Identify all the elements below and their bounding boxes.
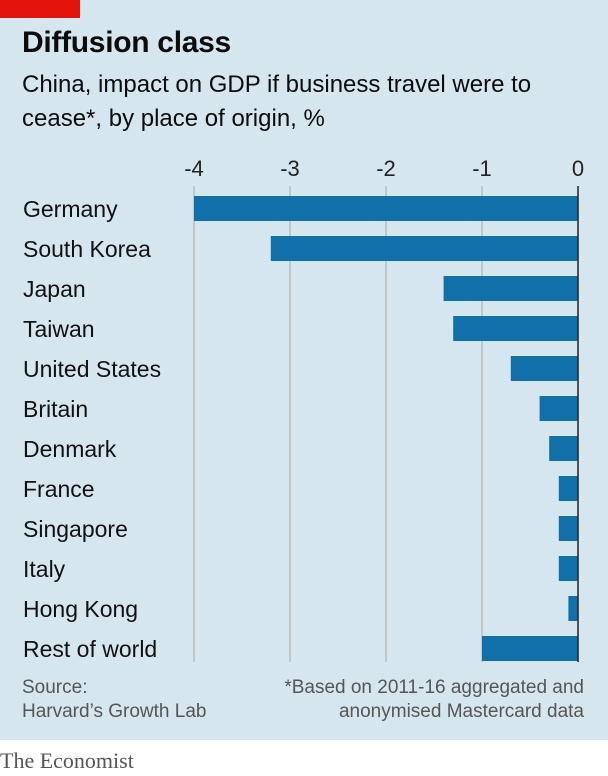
chart-card: Diffusion class China, impact on GDP if … — [0, 0, 608, 740]
footnote-line-2: anonymised Mastercard data — [338, 701, 584, 722]
category-label: Singapore — [23, 516, 128, 542]
x-tick-label: -3 — [280, 156, 300, 181]
category-label: Denmark — [23, 436, 117, 462]
category-label: United States — [23, 356, 161, 382]
bar — [558, 556, 578, 581]
footnote-line-1: *Based on 2011-16 aggregated and — [284, 677, 584, 698]
bar — [453, 316, 578, 341]
category-label: Britain — [23, 396, 88, 422]
source-label: Source: — [22, 677, 88, 698]
bar — [194, 196, 578, 221]
footnote: *Based on 2011-16 aggregated and anonymi… — [284, 676, 584, 724]
bar — [558, 516, 578, 541]
bar — [270, 236, 578, 261]
chart-subtitle: China, impact on GDP if business travel … — [22, 71, 532, 132]
chart-title: Diffusion class — [22, 26, 231, 59]
source-text: Harvard’s Growth Lab — [22, 701, 207, 722]
x-tick-label: -2 — [376, 156, 396, 181]
category-label: Rest of world — [23, 636, 157, 662]
category-label: Germany — [23, 196, 118, 222]
bar-chart: -4 -3 -2 -1 0 Germany South Korea Japan Taiwan Un… — [23, 156, 584, 662]
x-tick-label: -4 — [184, 156, 204, 181]
x-tick-label: 0 — [572, 156, 584, 181]
category-label: Japan — [23, 276, 86, 302]
category-label: South Korea — [23, 236, 151, 262]
bar — [558, 476, 578, 501]
bar — [549, 436, 578, 461]
brand-red-tag — [0, 0, 80, 18]
source-note: Source: Harvard’s Growth Lab — [22, 676, 206, 724]
category-label: Italy — [23, 556, 66, 582]
category-label: Taiwan — [23, 316, 95, 342]
bar — [482, 636, 578, 661]
x-tick-label: -1 — [472, 156, 492, 181]
publisher-logo: The Economist — [0, 748, 134, 773]
bar — [510, 356, 578, 381]
category-label: France — [23, 476, 95, 502]
bar — [539, 396, 578, 421]
bar — [568, 596, 578, 621]
bar — [443, 276, 578, 301]
category-label: Hong Kong — [23, 596, 138, 622]
